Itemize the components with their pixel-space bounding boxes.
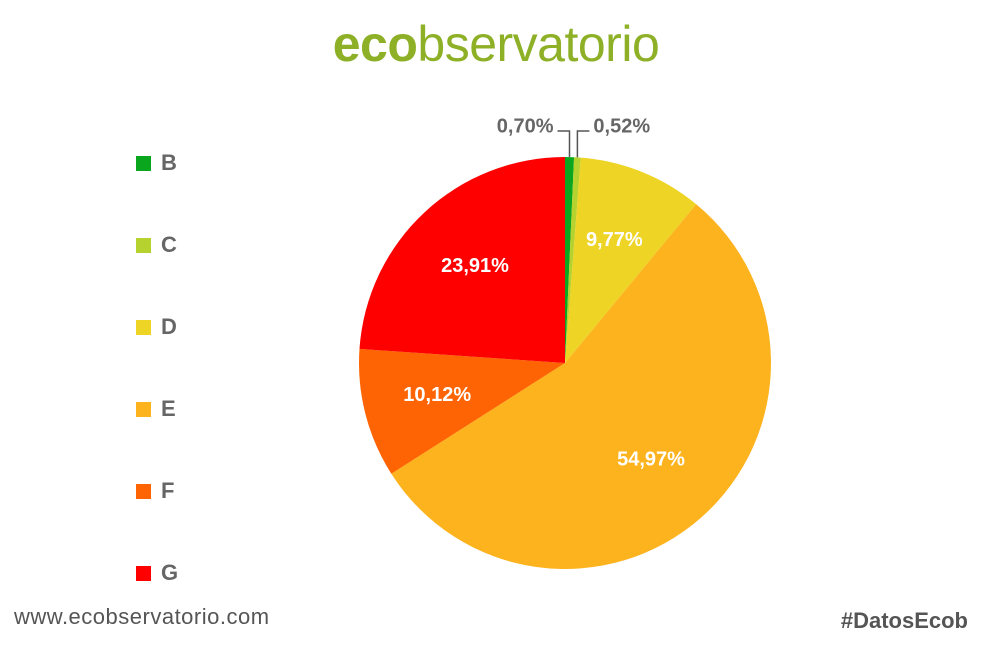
legend-swatch-f	[136, 483, 151, 499]
data-label-g: 23,91%	[441, 255, 509, 277]
leader-line-c	[576, 130, 590, 158]
legend-swatch-e	[136, 401, 151, 417]
logo-light-part: bservatorio	[417, 16, 660, 72]
legend-label-f: F	[161, 478, 175, 503]
pie-slice-e	[391, 204, 771, 569]
pie-slice-f	[358, 348, 565, 474]
legend-item-g: G	[136, 532, 178, 614]
data-label-f: 10,12%	[403, 384, 471, 406]
pie-chart: 0,70% 0,52% 9,77% 54,97% 10,12% 23,91%	[358, 115, 771, 569]
legend-label-g: G	[161, 560, 179, 585]
legend-label-d: D	[161, 314, 177, 339]
legend-item-c: C	[136, 204, 178, 286]
legend-swatch-d	[136, 319, 151, 335]
logo-bold-part: eco	[332, 16, 418, 72]
legend-label-b: B	[161, 150, 177, 175]
legend-item-e: E	[136, 368, 178, 450]
data-label-c: 0,52%	[593, 115, 650, 137]
pie-slice-g	[359, 157, 565, 363]
legend-label-c: C	[161, 232, 177, 257]
leader-line-b	[557, 130, 571, 157]
legend-item-d: D	[136, 286, 178, 368]
pie-slice-c	[565, 157, 581, 363]
brand-logo: ecobservatorio	[0, 14, 992, 74]
legend-item-f: F	[136, 450, 178, 532]
legend-swatch-c	[136, 237, 151, 253]
pie-slice-b	[565, 157, 575, 363]
data-label-b: 0,70%	[497, 115, 554, 137]
data-label-e: 54,97%	[617, 448, 685, 470]
legend-item-b: B	[136, 122, 178, 204]
legend-swatch-b	[136, 155, 151, 171]
legend-label-e: E	[161, 396, 176, 421]
data-label-d: 9,77%	[586, 229, 643, 251]
chart-legend: B C D E F G	[136, 122, 178, 614]
pie-slice-d	[565, 157, 697, 363]
footer-website-url: www.ecobservatorio.com	[14, 604, 270, 629]
legend-swatch-g	[136, 565, 151, 581]
footer-hashtag: #DatosEcob	[840, 608, 968, 633]
